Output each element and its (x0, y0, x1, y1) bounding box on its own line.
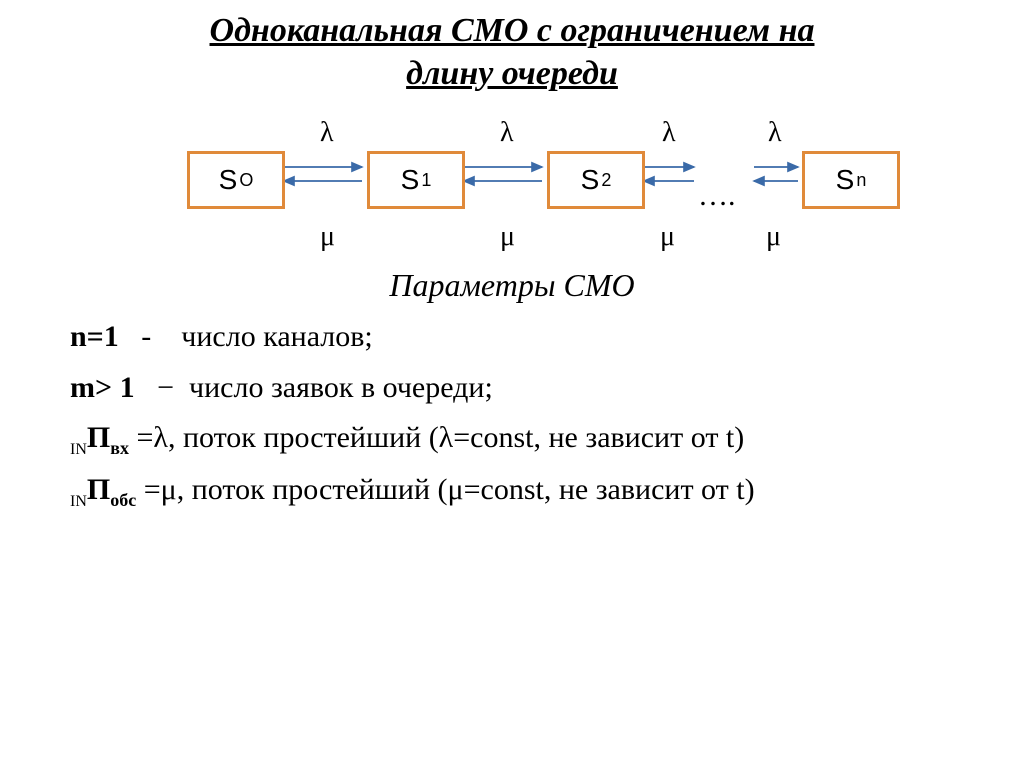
state-s0: SО (187, 151, 285, 209)
param-row-2: m> 1 − число заявок в очереди; (70, 365, 964, 412)
param4-pi: П (87, 473, 110, 506)
main-title: Одноканальная СМО с ограничением на длин… (60, 10, 964, 95)
title-line-2: длину очереди (406, 55, 618, 92)
param-row-3: INПвх =λ, поток простейший (λ=const, не … (70, 415, 964, 463)
param2-lead: m> 1 (70, 371, 135, 404)
state-sn-sub: n (856, 170, 866, 191)
title-line-1: Одноканальная СМО с ограничением на (210, 12, 815, 49)
state-diagram: SО S1 S2 Sn …. λ λ λ λ μ μ μ μ (102, 109, 922, 259)
state-s0-main: S (219, 164, 238, 196)
param3-sub: вх (110, 438, 129, 458)
param3-eq: =λ (129, 421, 168, 454)
param4-prefix: IN (70, 493, 87, 510)
state-s1-sub: 1 (421, 170, 431, 191)
lambda-label-1: λ (320, 117, 334, 149)
param1-rest: - число каналов; (119, 320, 373, 353)
param-row-4: INПобс =μ, поток простейший (μ=const, не… (70, 467, 964, 515)
state-sn: Sn (802, 151, 900, 209)
param4-rest: , поток простейший (μ=const, не зависит … (177, 473, 755, 506)
param4-sub: обс (110, 490, 136, 510)
state-s0-sub: О (239, 170, 253, 191)
mu-label-1: μ (320, 221, 335, 253)
param3-pi: П (87, 421, 110, 454)
state-s1-main: S (401, 164, 420, 196)
state-s2-main: S (581, 164, 600, 196)
lambda-label-2: λ (500, 117, 514, 149)
state-s2: S2 (547, 151, 645, 209)
param4-eq: =μ (136, 473, 177, 506)
lambda-label-4: λ (768, 117, 782, 149)
mu-label-3: μ (660, 221, 675, 253)
state-s1: S1 (367, 151, 465, 209)
mu-label-2: μ (500, 221, 515, 253)
parameters-list: n=1 - число каналов; m> 1 − число заявок… (60, 314, 964, 515)
param3-rest: , поток простейший (λ=const, не зависит … (168, 421, 744, 454)
mu-label-4: μ (766, 221, 781, 253)
param1-lead: n=1 (70, 320, 119, 353)
param3-prefix: IN (70, 441, 87, 458)
state-sn-main: S (836, 164, 855, 196)
state-ellipsis: …. (698, 179, 736, 213)
parameters-subtitle: Параметры СМО (60, 267, 964, 304)
lambda-label-3: λ (662, 117, 676, 149)
state-s2-sub: 2 (601, 170, 611, 191)
param-row-1: n=1 - число каналов; (70, 314, 964, 361)
param2-rest: − число заявок в очереди; (135, 371, 493, 404)
page: Одноканальная СМО с ограничением на длин… (0, 0, 1024, 539)
